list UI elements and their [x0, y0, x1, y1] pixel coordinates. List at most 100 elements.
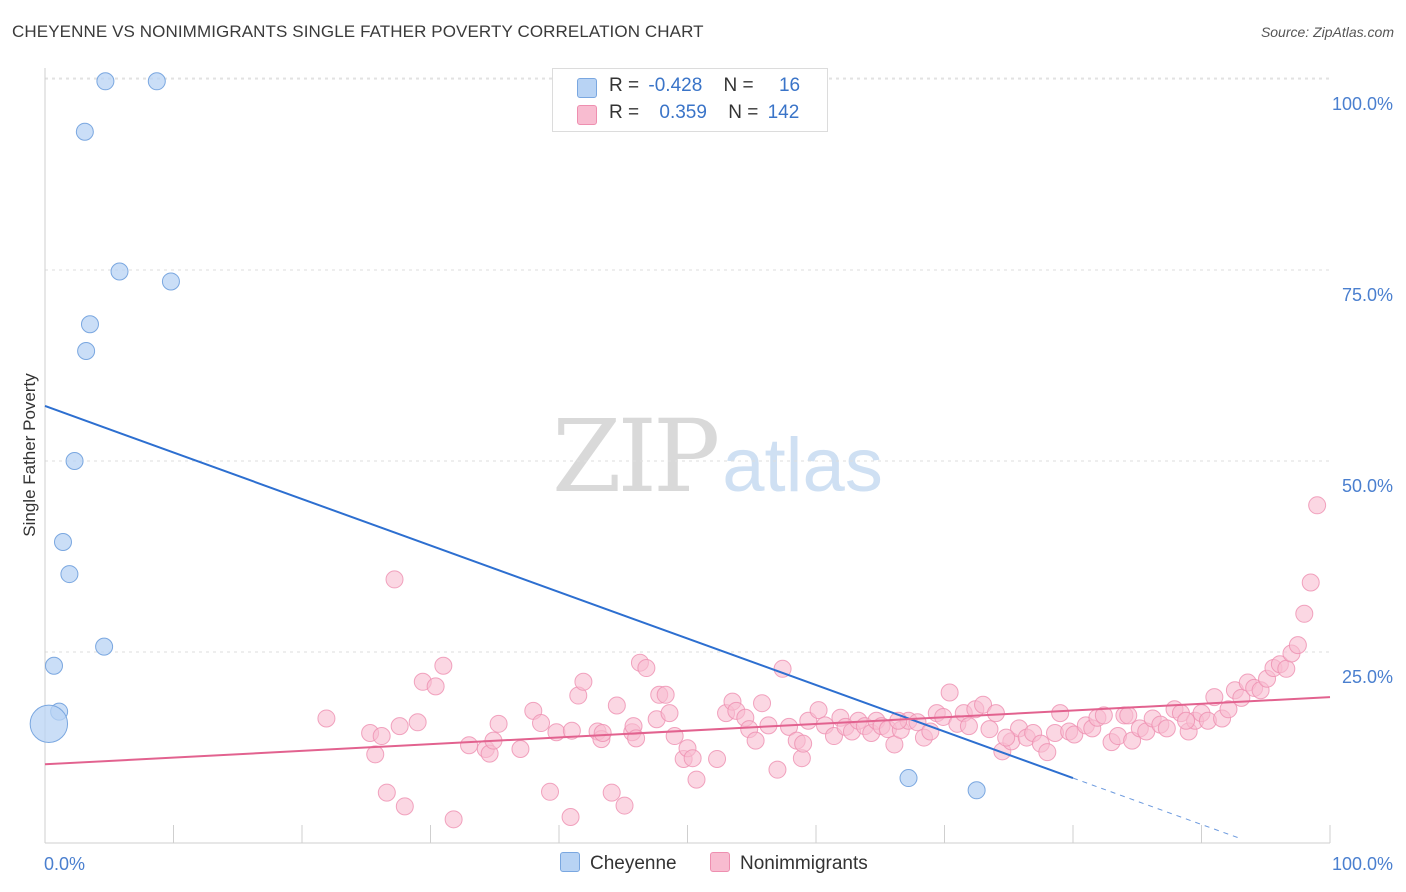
- cheyenne-point: [60, 565, 79, 584]
- nonimmigrants-point: [1205, 688, 1224, 707]
- nonimmigrants-point: [390, 717, 409, 736]
- nonimmigrants-point: [1288, 636, 1307, 655]
- nonimmigrants-point: [959, 717, 978, 736]
- cheyenne-swatch: [577, 78, 597, 98]
- nonimmigrants-point: [562, 721, 581, 740]
- nonimmigrants-point: [1177, 711, 1196, 730]
- legend-n-label: N =: [723, 75, 754, 96]
- nonimmigrants-point: [1094, 706, 1113, 725]
- y-tick-label: 75.0%: [1342, 285, 1393, 305]
- cheyenne-point: [80, 315, 99, 334]
- nonimmigrants-point: [385, 570, 404, 589]
- nonimmigrants-legend-label: Nonimmigrants: [740, 853, 868, 874]
- x-tick-label: 100.0%: [1332, 854, 1393, 874]
- cheyenne-point: [53, 532, 72, 551]
- cheyenne-point: [161, 272, 180, 291]
- nonimmigrants-legend-swatch: [710, 852, 730, 872]
- grid-lines: [45, 77, 1330, 653]
- nonimmigrants-point: [372, 727, 391, 746]
- nonimmigrants-point: [986, 704, 1005, 723]
- nonimmigrants-point: [511, 740, 530, 759]
- nonimmigrants-point: [1119, 706, 1138, 725]
- nonimmigrants-point: [1308, 496, 1327, 515]
- cheyenne-point: [110, 262, 129, 281]
- nonimmigrants-point: [683, 749, 702, 768]
- legend-r-value: -0.428: [648, 75, 703, 96]
- chart-title: CHEYENNE VS NONIMMIGRANTS SINGLE FATHER …: [12, 22, 704, 41]
- legend-n-label: N =: [728, 102, 759, 123]
- nonimmigrants-point: [687, 770, 706, 789]
- tick-labels: 25.0% 50.0% 75.0% 100.0% 0.0% 100.0%: [44, 94, 1393, 874]
- nonimmigrants-point: [532, 714, 551, 733]
- watermark-zip: ZIP: [552, 398, 720, 515]
- nonimmigrants-point: [317, 709, 336, 728]
- nonimmigrants-points: [317, 496, 1327, 829]
- source-credit: Source: ZipAtlas.com: [1260, 24, 1394, 40]
- nonimmigrants-point: [395, 797, 414, 816]
- nonimmigrants-point: [377, 783, 396, 802]
- nonimmigrants-point: [773, 659, 792, 678]
- nonimmigrants-point: [746, 731, 765, 750]
- nonimmigrants-point: [1219, 700, 1238, 719]
- nonimmigrants-point: [602, 783, 621, 802]
- cheyenne-point: [967, 781, 986, 800]
- nonimmigrants-point: [408, 713, 427, 732]
- cheyenne-point: [29, 704, 69, 744]
- nonimmigrants-point: [637, 659, 656, 678]
- legend-r-value: 0.359: [659, 102, 707, 123]
- bottom-legend-nonimmigrants: Nonimmigrants: [710, 852, 868, 875]
- nonimmigrants-point: [980, 720, 999, 739]
- watermark-atlas: atlas: [722, 423, 883, 508]
- y-tick-label: 25.0%: [1342, 667, 1393, 687]
- legend-n-value: 16: [778, 75, 801, 96]
- nonimmigrants-point: [1301, 573, 1320, 592]
- legend-r-label: R =: [609, 102, 640, 123]
- bottom-legend-cheyenne: Cheyenne: [560, 852, 677, 875]
- nonimmigrants-point: [1295, 604, 1314, 623]
- nonimmigrants-point: [780, 717, 799, 736]
- nonimmigrants-point: [974, 695, 993, 714]
- nonimmigrants-point: [1051, 704, 1070, 723]
- x-tick-label: 0.0%: [44, 854, 85, 874]
- nonimmigrants-point: [366, 745, 385, 764]
- nonimmigrants-swatch: [577, 105, 597, 125]
- nonimmigrants-point: [615, 796, 634, 815]
- y-tick-label: 100.0%: [1332, 94, 1393, 114]
- trend-lines: [44, 405, 1331, 839]
- nonimmigrants-trend-line: [44, 696, 1331, 766]
- nonimmigrants-point: [1277, 659, 1296, 678]
- nonimmigrants-point: [444, 810, 463, 829]
- cheyenne-legend-swatch: [560, 852, 580, 872]
- cheyenne-point: [77, 341, 96, 360]
- nonimmigrants-point: [794, 734, 813, 753]
- cheyenne-trend-extension: [1072, 777, 1241, 839]
- cheyenne-legend-label: Cheyenne: [590, 853, 677, 874]
- nonimmigrants-point: [593, 723, 612, 742]
- correlation-legend: R = -0.428 N = 16 R = 0.359 N = 142: [552, 68, 828, 132]
- cheyenne-point: [44, 656, 63, 675]
- cheyenne-point: [65, 452, 84, 470]
- cheyenne-points: [29, 72, 986, 800]
- nonimmigrants-point: [708, 749, 727, 768]
- nonimmigrants-point: [426, 677, 445, 696]
- nonimmigrants-point: [460, 736, 479, 755]
- nonimmigrants-point: [607, 696, 626, 715]
- legend-r-label: R =: [609, 75, 640, 96]
- cheyenne-point: [899, 769, 918, 788]
- cheyenne-trend-line: [44, 405, 1074, 780]
- legend-n-value: 142: [767, 102, 800, 123]
- cheyenne-point: [75, 122, 94, 141]
- nonimmigrants-point: [574, 672, 593, 691]
- nonimmigrants-point: [541, 782, 560, 801]
- nonimmigrants-point: [753, 694, 772, 713]
- y-tick-label: 50.0%: [1342, 476, 1393, 496]
- watermark: ZIPatlas: [552, 398, 883, 515]
- nonimmigrants-point: [656, 685, 675, 704]
- cheyenne-point: [96, 72, 115, 91]
- nonimmigrants-point: [997, 728, 1016, 747]
- nonimmigrants-point: [809, 701, 828, 720]
- nonimmigrants-point: [1038, 743, 1057, 762]
- cheyenne-point: [95, 637, 114, 656]
- nonimmigrants-point: [434, 656, 453, 675]
